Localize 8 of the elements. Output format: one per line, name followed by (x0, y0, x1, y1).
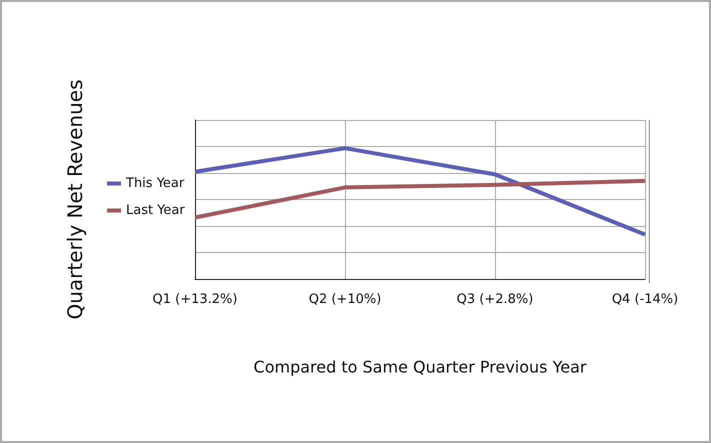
y-axis-title: Quarterly Net Revenues (63, 80, 87, 320)
x-tick-label: Q2 (+10%) (308, 292, 382, 307)
x-tick-label: Q3 (+2.8%) (456, 292, 534, 307)
x-tick-label: Q4 (-14%) (612, 292, 678, 307)
x-axis-title: Compared to Same Quarter Previous Year (254, 358, 587, 376)
x-tick-label: Q1 (+13.2%) (152, 292, 238, 307)
legend-label: This Year (125, 176, 185, 191)
legend-label: Last Year (126, 203, 186, 218)
